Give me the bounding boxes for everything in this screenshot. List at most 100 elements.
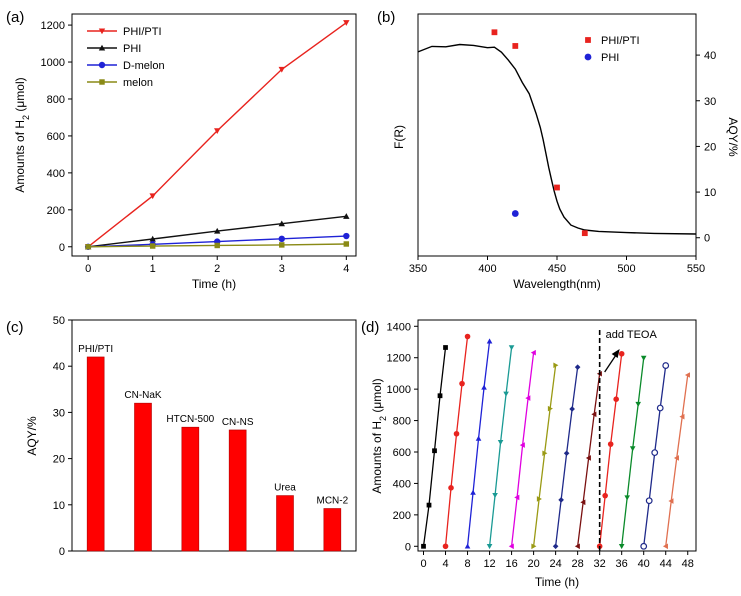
panel-c-bar bbox=[181, 426, 200, 552]
panel-c-bar bbox=[276, 495, 294, 552]
panel-d-cycle-line bbox=[488, 347, 513, 547]
panel-d-x-tick-label: 12 bbox=[483, 558, 495, 570]
panel-d-point bbox=[443, 345, 448, 350]
panel-d-point bbox=[553, 362, 559, 369]
panel-b-right-y-tick-label: 30 bbox=[704, 96, 716, 108]
panel-d-point bbox=[497, 440, 504, 446]
panel-b-x-tick-label: 450 bbox=[548, 263, 566, 275]
panel-a-legend-marker bbox=[98, 44, 106, 51]
panel-d-cycles bbox=[421, 333, 690, 550]
panel-a-point bbox=[85, 244, 91, 250]
panel-b-right-y-label: AQY/% bbox=[726, 117, 740, 157]
panel-d-point bbox=[552, 543, 559, 550]
panel-a-series-line bbox=[87, 22, 347, 248]
panel-d-point bbox=[530, 349, 536, 356]
panel-d-y-tick-label: 400 bbox=[393, 478, 411, 490]
panel-a-legend-marker bbox=[98, 61, 106, 69]
panel-a-x-tick-label: 2 bbox=[214, 263, 220, 275]
panel-a-y-tick-label: 1000 bbox=[41, 57, 65, 69]
panel-d-cycle-line bbox=[466, 341, 491, 547]
panel-b-legend-label: PHI/PTI bbox=[601, 35, 640, 47]
panel-c-y-tick-label: 50 bbox=[53, 315, 65, 327]
panel-a-point bbox=[214, 242, 220, 249]
panel-b-legend-label: PHI bbox=[601, 52, 619, 64]
panel-d-x-tick-label: 4 bbox=[442, 558, 448, 570]
panel-d-point bbox=[662, 543, 668, 550]
panel-d-cycle-line bbox=[621, 357, 645, 547]
panel-a-y-label-main: Amounts of H bbox=[13, 120, 27, 193]
panel-d-point bbox=[679, 413, 685, 420]
panel-d-y-tick-label: 1400 bbox=[387, 321, 411, 333]
panel-d-point bbox=[525, 395, 531, 401]
panel-d-point bbox=[602, 492, 608, 499]
panel-d-point bbox=[492, 492, 498, 499]
panel-c-frame bbox=[71, 319, 357, 552]
panel-d-point bbox=[607, 441, 614, 447]
panel-b-right-y-tick-label: 40 bbox=[704, 50, 716, 62]
panel-d-point bbox=[591, 411, 597, 418]
panel-d-y-tick-label: 1200 bbox=[387, 353, 411, 365]
panel-d-x-tick-label: 32 bbox=[594, 558, 606, 570]
panel-c: (c) 0 10 20 30 40 50 AQY/% PHI/PTI CN-NaK HTCN-… bbox=[6, 315, 357, 558]
panel-d-point bbox=[618, 350, 625, 357]
panel-d-point bbox=[585, 455, 591, 461]
panel-c-bar bbox=[323, 508, 342, 552]
panel-a-point bbox=[343, 20, 350, 26]
panel-d-x-tick-label: 40 bbox=[638, 558, 650, 570]
panel-d-point bbox=[618, 544, 625, 550]
panel-d-point bbox=[536, 496, 542, 502]
panel-d-point bbox=[442, 543, 449, 550]
panel-d-point bbox=[519, 442, 525, 448]
panel-a-x-tick-label: 3 bbox=[279, 263, 285, 275]
panel-a-point bbox=[343, 241, 350, 247]
panel-b-x-label: Wavelength(nm) bbox=[513, 277, 601, 291]
panel-d-point bbox=[684, 372, 690, 378]
panel-d-point bbox=[547, 405, 553, 412]
panel-a-label: (a) bbox=[6, 9, 24, 26]
panel-a-series bbox=[84, 20, 350, 250]
panel-c-bar-label: CN-NaK bbox=[124, 390, 162, 401]
panel-d-point bbox=[542, 450, 548, 457]
panel-d-cycle-line bbox=[510, 352, 535, 547]
panel-b-aqy-point bbox=[511, 210, 519, 217]
panel-c-y-ticks: 0 10 20 30 40 50 bbox=[53, 315, 72, 558]
panel-b-x-ticks: 350 400 450 500 550 bbox=[409, 256, 705, 275]
panel-d-point bbox=[645, 497, 653, 505]
panel-d-y-tick-label: 600 bbox=[393, 447, 411, 459]
panel-c-bar bbox=[86, 356, 105, 552]
panel-d-x-tick-label: 16 bbox=[505, 558, 517, 570]
panel-d-cycle-line bbox=[554, 367, 579, 547]
panel-a-y-tick-label: 0 bbox=[59, 242, 65, 254]
panel-d-point bbox=[475, 435, 482, 441]
panel-c-bars: PHI/PTI CN-NaK HTCN-500 CN-NS Urea MCN-2 bbox=[78, 344, 349, 552]
panel-d-point bbox=[421, 543, 426, 549]
panel-d-point bbox=[514, 494, 520, 501]
panel-d-y-label-sub: 2 bbox=[378, 416, 388, 421]
panel-d-cycle-line bbox=[665, 374, 689, 547]
panel-b-right-y-tick-label: 0 bbox=[704, 233, 710, 245]
panel-d-y-ticks: 0 200 400 600 800 1000 1200 1400 bbox=[387, 321, 418, 553]
panel-b-label: (b) bbox=[377, 9, 395, 26]
panel-a-y-label-unit: (μmol) bbox=[13, 77, 27, 115]
panel-a-point bbox=[214, 128, 221, 134]
panel-b-aqy-point bbox=[554, 184, 560, 191]
panel-a-legend-label: D-melon bbox=[123, 60, 165, 72]
panel-b-aqy-points bbox=[491, 29, 588, 237]
panel-d: (d) 0 4 8 12 16 20 24 28 32 36 40 44 48 020040060080… bbox=[361, 319, 697, 589]
panel-c-bar-label: MCN-2 bbox=[316, 495, 348, 506]
panel-a-legend-marker bbox=[99, 79, 105, 85]
panel-c-bar bbox=[134, 402, 152, 552]
panel-a-point bbox=[278, 220, 285, 227]
panel-a: (a) 0 1 2 3 4 0 200 400 600 800 1000 1200 Time (h)… bbox=[6, 9, 357, 291]
panel-b-right-y-ticks: 0 10 20 30 40 bbox=[696, 50, 716, 245]
panel-d-point bbox=[640, 542, 648, 550]
panel-d-point bbox=[635, 401, 641, 407]
panel-a-point bbox=[149, 235, 156, 242]
panel-d-point bbox=[448, 485, 454, 491]
panel-b-x-tick-label: 400 bbox=[478, 263, 496, 275]
panel-d-point bbox=[432, 448, 437, 454]
panel-d-teoa-arrow-shaft bbox=[604, 353, 618, 373]
panel-d-teoa-arrow-head bbox=[611, 349, 620, 358]
panel-d-y-tick-label: 800 bbox=[393, 416, 411, 428]
panel-b-absorption-curve bbox=[417, 43, 697, 235]
